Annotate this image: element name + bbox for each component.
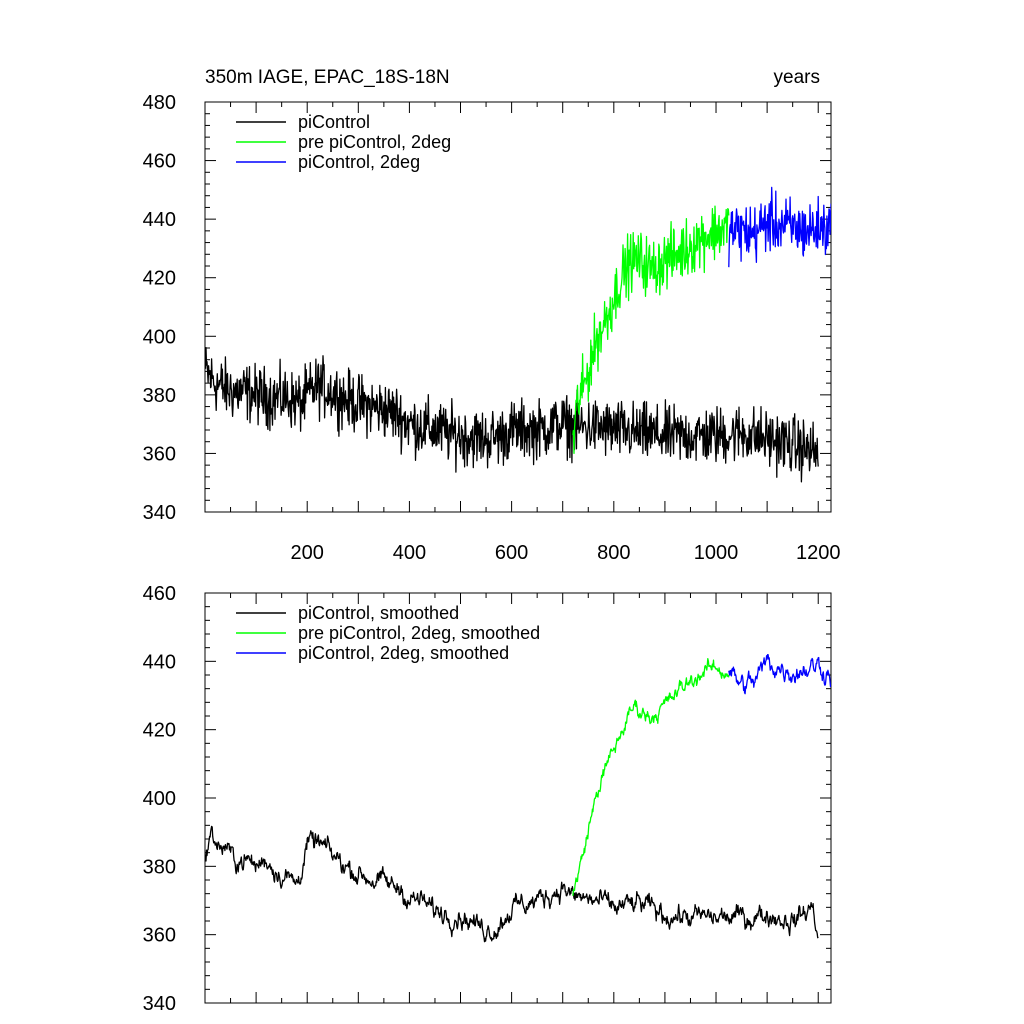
y-tick-label: 380 (143, 385, 176, 407)
chart-title-right: years (774, 67, 820, 88)
x-tick-label: 1000 (694, 542, 739, 564)
x-tick-label: 200 (291, 542, 324, 564)
plot-panel-2: 340 360 380 400 420 440 460 piControl, smoothed… (143, 583, 832, 1015)
series-line-1 (205, 347, 819, 483)
legend-label: piControl, 2deg, smoothed (298, 643, 509, 663)
y-tick-label: 460 (143, 151, 176, 173)
y-tick-label: 340 (143, 993, 176, 1015)
series-line-3 (728, 654, 831, 695)
y-tick-label: 480 (143, 92, 176, 114)
plot-frame (204, 101, 832, 513)
y-tick-label: 440 (143, 651, 176, 673)
series-line-2 (572, 205, 730, 454)
legend-label: pre piControl, 2deg, smoothed (298, 623, 540, 643)
x-tick-label: 1200 (796, 542, 841, 564)
x-tick-label: 600 (495, 542, 528, 564)
plot-panel-1: 340 360 380 400 420 440 460 480 200 400 600 800 1000… (143, 67, 841, 564)
y-tick-label: 400 (143, 326, 176, 348)
y-tick-label: 360 (143, 443, 176, 465)
series-line-2 (572, 658, 730, 896)
legend-label: pre piControl, 2deg (298, 132, 451, 152)
y-tick-label: 440 (143, 209, 176, 231)
x-tick-label: 800 (597, 542, 630, 564)
legend-label: piControl, smoothed (298, 603, 459, 623)
legend-label: piControl, 2deg (298, 152, 420, 172)
y-tick-label: 380 (143, 856, 176, 878)
y-tick-label: 420 (143, 720, 176, 742)
legend-label: piControl (298, 112, 370, 132)
chart-title: 350m IAGE, EPAC_18S-18N (205, 67, 450, 88)
y-tick-label: 400 (143, 788, 176, 810)
series-line-3 (728, 186, 831, 268)
series-line-1 (205, 825, 819, 943)
y-tick-label: 360 (143, 925, 176, 947)
y-tick-label: 420 (143, 268, 176, 290)
x-tick-label: 400 (393, 542, 426, 564)
y-tick-label: 340 (143, 502, 176, 524)
y-tick-label: 460 (143, 583, 176, 605)
